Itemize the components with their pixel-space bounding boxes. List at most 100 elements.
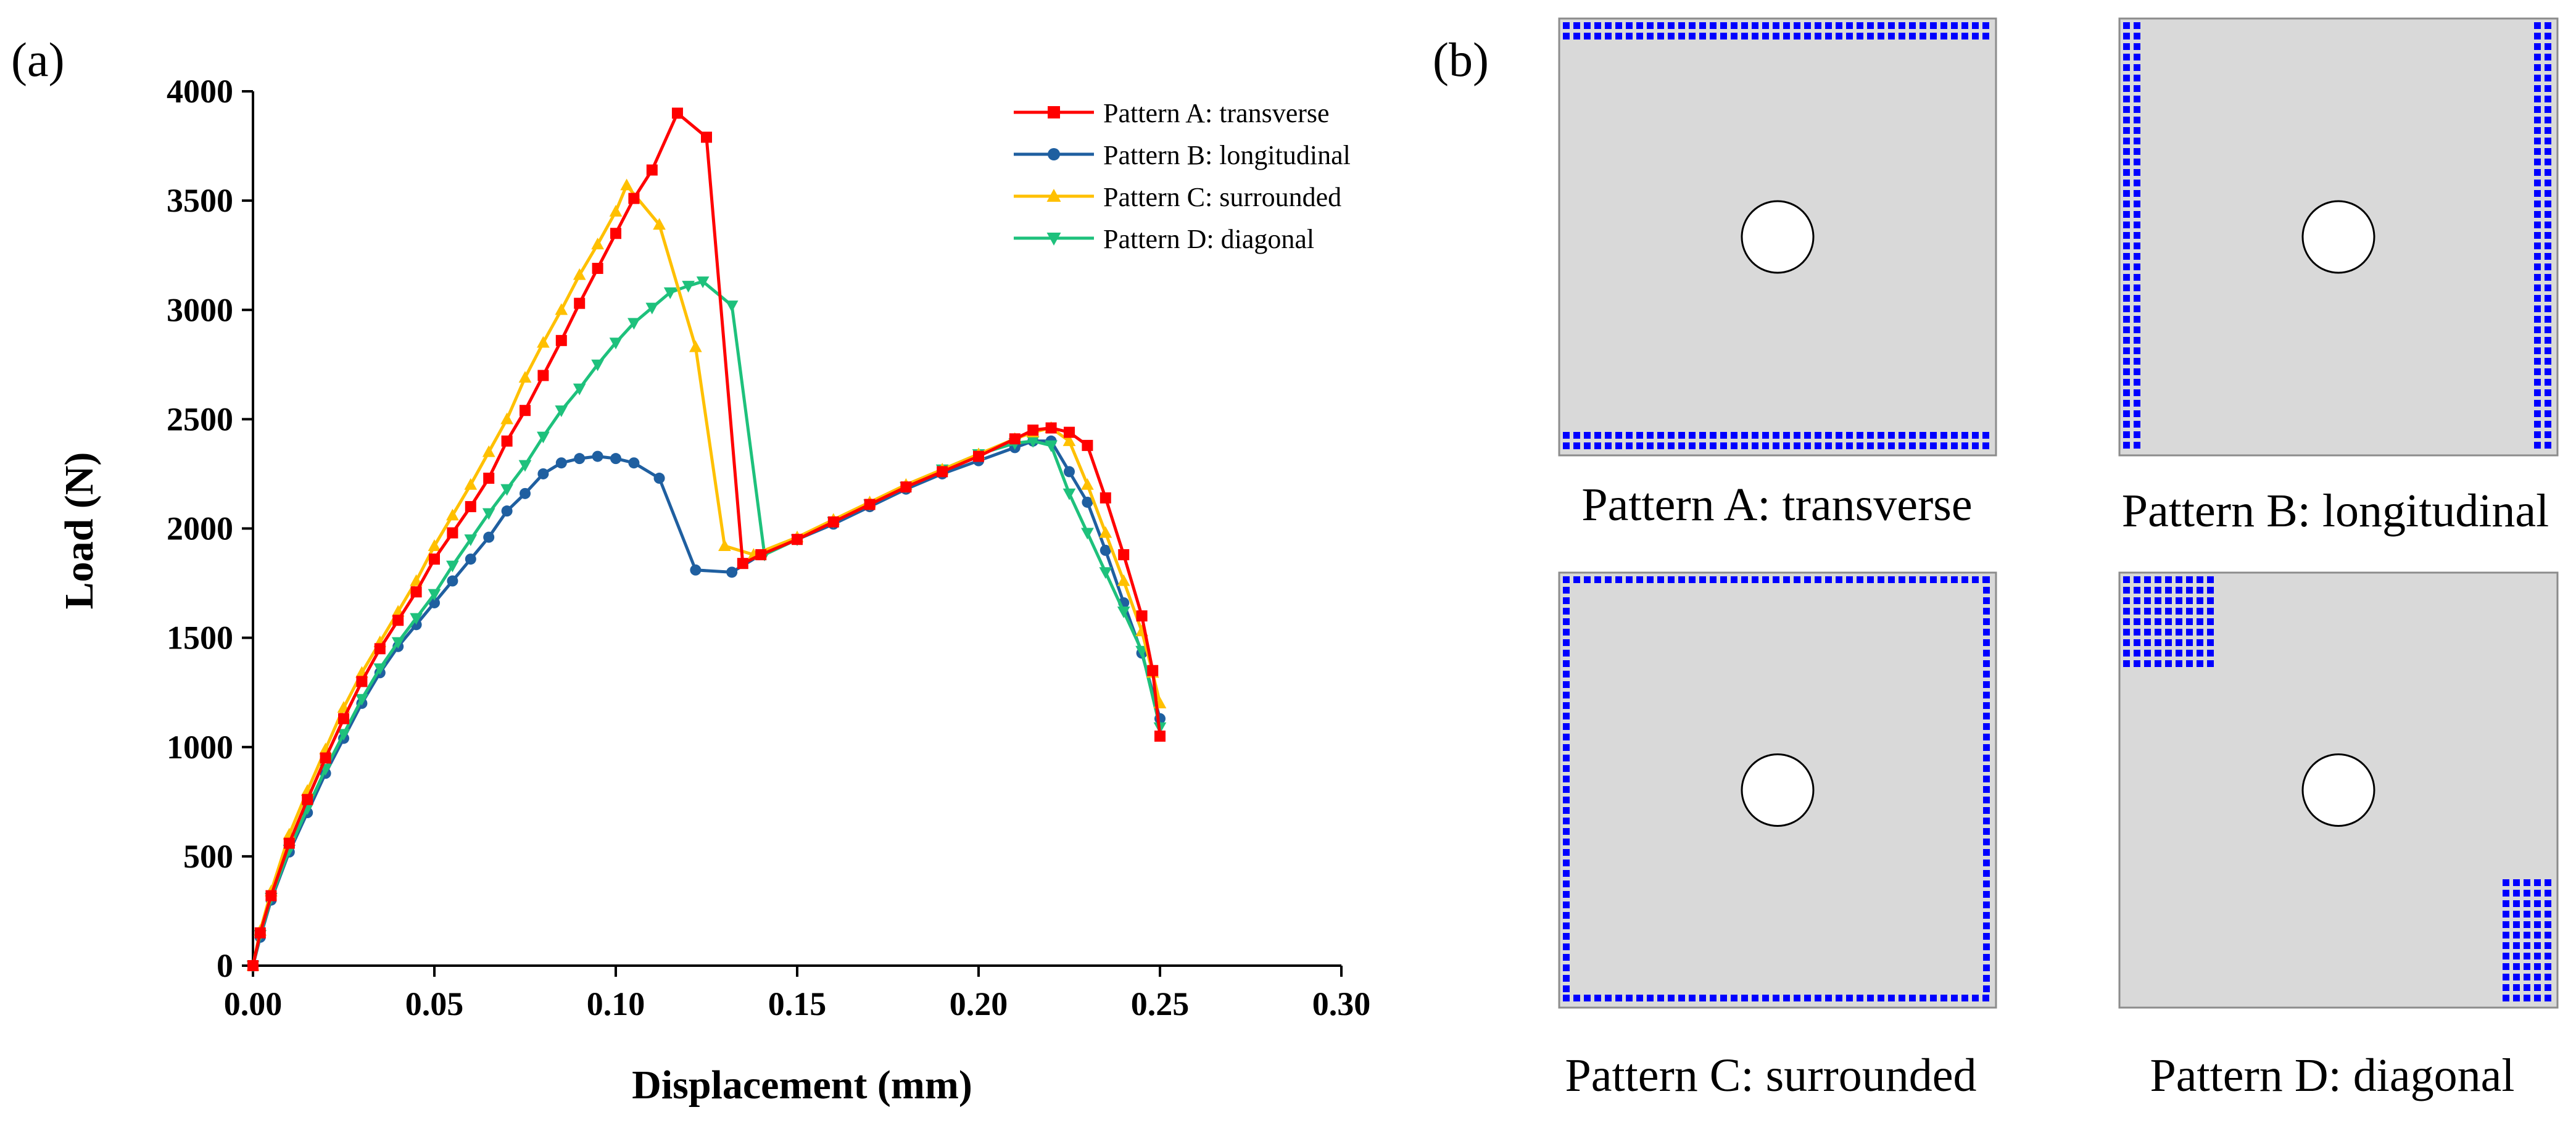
reinforcement-cell (1563, 943, 1570, 950)
reinforcement-cell (1573, 432, 1580, 439)
reinforcement-cell (1857, 432, 1863, 439)
series-pattern-a-transverse (247, 107, 1166, 971)
reinforcement-cell (2123, 400, 2130, 407)
reinforcement-cell (2545, 984, 2551, 991)
reinforcement-cell (1920, 995, 1926, 1001)
reinforcement-cell (2545, 379, 2551, 386)
reinforcement-cell (1804, 432, 1811, 439)
reinforcement-cell (1972, 432, 1979, 439)
reinforcement-cell (1972, 576, 1979, 583)
reinforcement-cell (1983, 776, 1990, 782)
reinforcement-cell (2134, 242, 2140, 249)
reinforcement-cell (1983, 922, 1990, 929)
data-point (574, 297, 586, 309)
reinforcement-cell (2165, 629, 2172, 636)
reinforcement-cell (1940, 33, 1947, 39)
reinforcement-cell (2155, 597, 2161, 604)
data-point (265, 890, 277, 901)
reinforcement-cell (2123, 442, 2130, 449)
reinforcement-cell (1773, 22, 1779, 29)
reinforcement-cell (2134, 608, 2140, 615)
reinforcement-cell (1773, 442, 1779, 449)
y-tick-label: 1000 (167, 729, 233, 766)
reinforcement-cell (1762, 995, 1769, 1001)
reinforcement-cell (2186, 587, 2193, 594)
reinforcement-cell (1983, 985, 1990, 992)
x-tick-label: 0.05 (405, 985, 464, 1022)
hole (1741, 753, 1815, 827)
reinforcement-cell (2534, 442, 2541, 449)
reinforcement-cell (2134, 106, 2140, 113)
reinforcement-cell (1752, 432, 1758, 439)
data-point (1082, 439, 1093, 451)
reinforcement-cell (2155, 608, 2161, 615)
reinforcement-cell (2207, 576, 2214, 583)
reinforcement-cell (2123, 190, 2130, 197)
data-point (1100, 544, 1111, 556)
reinforcement-cell (1783, 33, 1790, 39)
reinforcement-cell (2123, 54, 2130, 60)
reinforcement-cell (1699, 442, 1706, 449)
reinforcement-cell (2534, 232, 2541, 239)
data-point (446, 508, 459, 521)
reinforcement-cell (1563, 671, 1570, 678)
reinforcement-cell (1983, 660, 1990, 667)
reinforcement-cell (1741, 442, 1748, 449)
reinforcement-cell (1983, 839, 1990, 845)
reinforcement-cell (2545, 974, 2551, 980)
reinforcement-cell (1846, 576, 1853, 583)
reinforcement-cell (2534, 190, 2541, 197)
reinforcement-cell (1605, 22, 1612, 29)
data-point (592, 262, 603, 274)
reinforcement-cell (2545, 389, 2551, 396)
y-tick-label: 1500 (167, 620, 233, 657)
reinforcement-cell (2165, 639, 2172, 646)
reinforcement-cell (2123, 295, 2130, 302)
reinforcement-cell (2545, 921, 2551, 928)
reinforcement-cell (1825, 442, 1832, 449)
reinforcement-cell (2197, 650, 2203, 657)
reinforcement-cell (1731, 432, 1737, 439)
reinforcement-cell (2534, 169, 2541, 176)
caption-pattern-c: Pattern C: surrounded (1565, 1050, 1977, 1101)
reinforcement-cell (2197, 576, 2203, 583)
reinforcement-cell (2545, 33, 2551, 39)
reinforcement-cell (2123, 253, 2130, 260)
reinforcement-cell (1983, 870, 1990, 877)
reinforcement-cell (1951, 442, 1958, 449)
reinforcement-cell (1815, 995, 1821, 1001)
data-point (338, 713, 349, 724)
reinforcement-cell (2186, 618, 2193, 625)
data-point (373, 663, 387, 676)
reinforcement-cell (1752, 22, 1758, 29)
data-point (1082, 496, 1093, 508)
reinforcement-cell (1815, 33, 1821, 39)
reinforcement-cell (1563, 650, 1570, 657)
reinforcement-cell (2134, 618, 2140, 625)
reinforcement-cell (2123, 127, 2130, 134)
series-pattern-d-diagonal (246, 276, 1167, 972)
reinforcement-cell (2176, 650, 2182, 657)
reinforcement-cell (2534, 75, 2541, 81)
reinforcement-cell (1731, 22, 1737, 29)
data-point (391, 637, 405, 649)
reinforcement-cell (1731, 995, 1737, 1001)
reinforcement-cell (1741, 995, 1748, 1001)
reinforcement-cell (1657, 995, 1664, 1001)
reinforcement-cell (2123, 316, 2130, 323)
y-tick-label: 3500 (167, 182, 233, 219)
data-point (555, 457, 567, 469)
data-point (337, 729, 350, 741)
data-point (483, 473, 495, 484)
reinforcement-cell (1940, 432, 1947, 439)
reinforcement-cell (2513, 953, 2520, 959)
reinforcement-cell (2534, 410, 2541, 417)
reinforcement-cell (2176, 608, 2182, 615)
reinforcement-cell (2534, 263, 2541, 270)
reinforcement-cell (1888, 995, 1895, 1001)
data-point (1048, 148, 1060, 160)
reinforcement-cell (2503, 984, 2509, 991)
reinforcement-cell (1720, 432, 1727, 439)
reinforcement-cell (1626, 442, 1633, 449)
reinforcement-cell (1710, 22, 1717, 29)
